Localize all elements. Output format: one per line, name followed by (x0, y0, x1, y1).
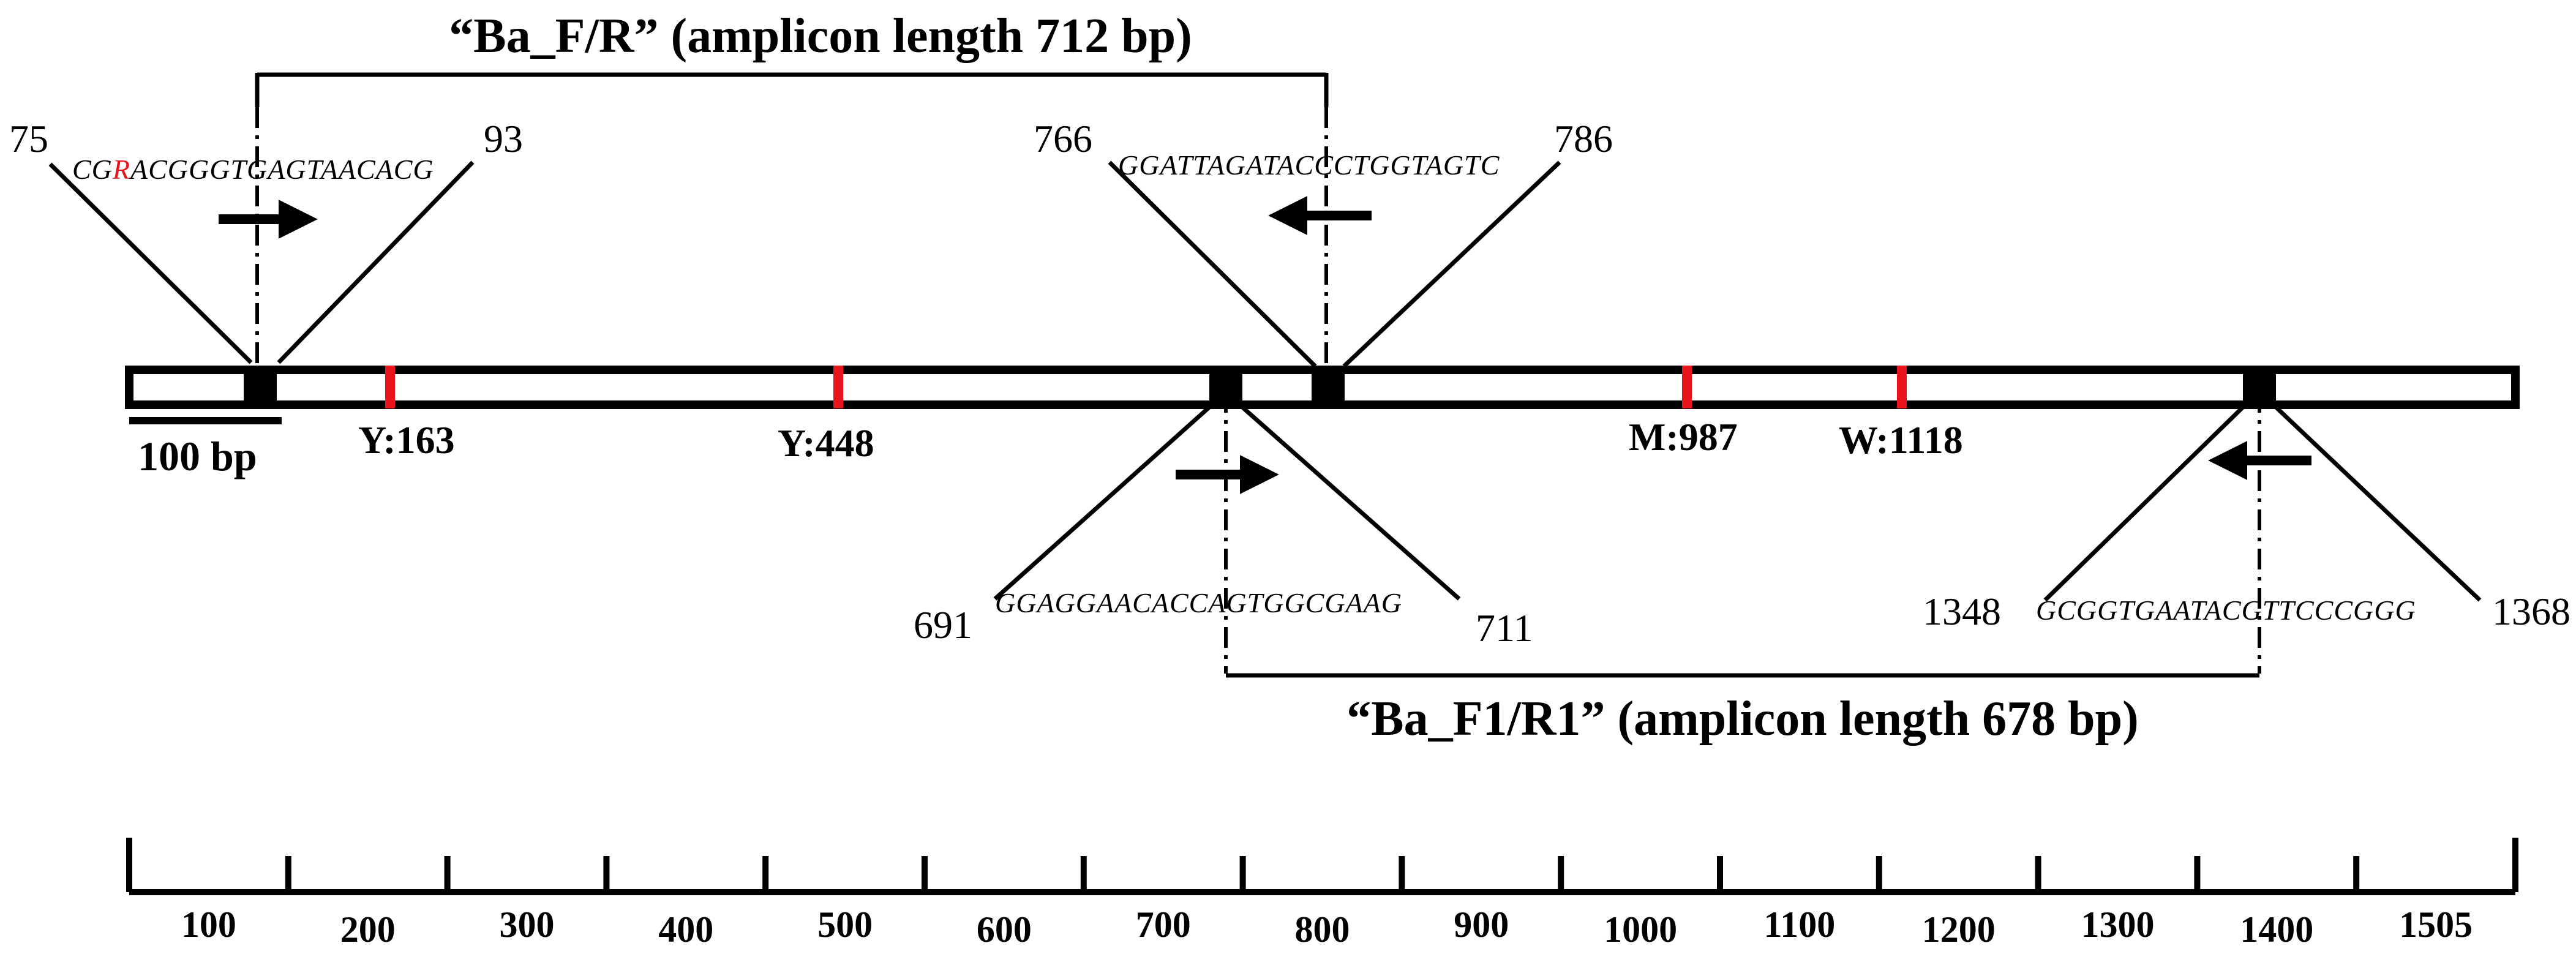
ruler-label: 900 (1454, 904, 1509, 945)
ruler-label: 1200 (1922, 909, 1996, 950)
ruler-label: 1400 (2240, 909, 2313, 950)
top-amplicon-label: “Ba_F/R” (amplicon length 712 bp) (449, 9, 1192, 63)
primer-r-end: 786 (1554, 117, 1613, 160)
ruler-label: 1300 (2081, 904, 2155, 945)
primer-r1-sequence: GCGGTGAATACGTTCCCGGG (2036, 595, 2416, 626)
scale-bar-label: 100 bp (138, 433, 257, 479)
snp-label-448: Y:448 (778, 421, 874, 465)
primer-direction-arrows (219, 216, 2311, 475)
snp-label-987: M:987 (1629, 415, 1738, 459)
primer-f1-end: 711 (1476, 606, 1533, 650)
ruler-label: 200 (340, 909, 396, 950)
ruler-label: 700 (1136, 904, 1191, 945)
primer-site-r (1312, 368, 1345, 406)
snp-label-1118: W:1118 (1839, 418, 1963, 462)
primer-r-start: 766 (1034, 117, 1092, 160)
primer-f1-sequence: GGAGGAACACCAGTGGCGAAG (995, 587, 1402, 618)
primer-r1-end: 1368 (2492, 590, 2570, 633)
snp-label-163: Y:163 (358, 418, 455, 462)
primer-r1-callout-lines (2045, 407, 2480, 600)
ruler-label: 300 (500, 904, 555, 945)
primer-site-f1 (1209, 368, 1242, 406)
primer-r-callout-lines (1110, 162, 1560, 366)
ruler-label: 500 (817, 904, 873, 945)
ruler-labels: 100 200 300 400 500 600 700 800 900 1000 1100 1200 1… (181, 904, 2473, 950)
ruler-label: 100 (181, 904, 236, 945)
primer-f-end: 93 (484, 117, 523, 160)
primer-site-r1 (2243, 368, 2276, 406)
ruler-label: 400 (658, 909, 713, 950)
ruler-label: 600 (977, 909, 1032, 950)
primer-r1-start: 1348 (1923, 590, 2001, 633)
ruler-label: 1505 (2399, 904, 2473, 945)
bottom-amplicon-label: “Ba_F1/R1” (amplicon length 678 bp) (1346, 692, 2138, 746)
position-ruler: 100 200 300 400 500 600 700 800 900 1000 1100 1200 1… (129, 838, 2515, 950)
primer-f-callout-lines (50, 162, 473, 363)
primer-f-start: 75 (9, 117, 48, 160)
primer-f-sequence: CGRACGGGTGAGTAACACG (72, 154, 434, 185)
top-amplicon-bracket (257, 73, 1326, 107)
ruler-ticks (129, 838, 2515, 892)
ruler-label: 800 (1295, 909, 1350, 950)
ruler-label: 1000 (1604, 909, 1677, 950)
primer-f1-start: 691 (914, 603, 972, 647)
primer-r-sequence: GGATTAGATACCCTGGTAGTC (1118, 149, 1500, 181)
ruler-label: 1100 (1764, 904, 1836, 945)
primer-site-f (244, 368, 277, 406)
